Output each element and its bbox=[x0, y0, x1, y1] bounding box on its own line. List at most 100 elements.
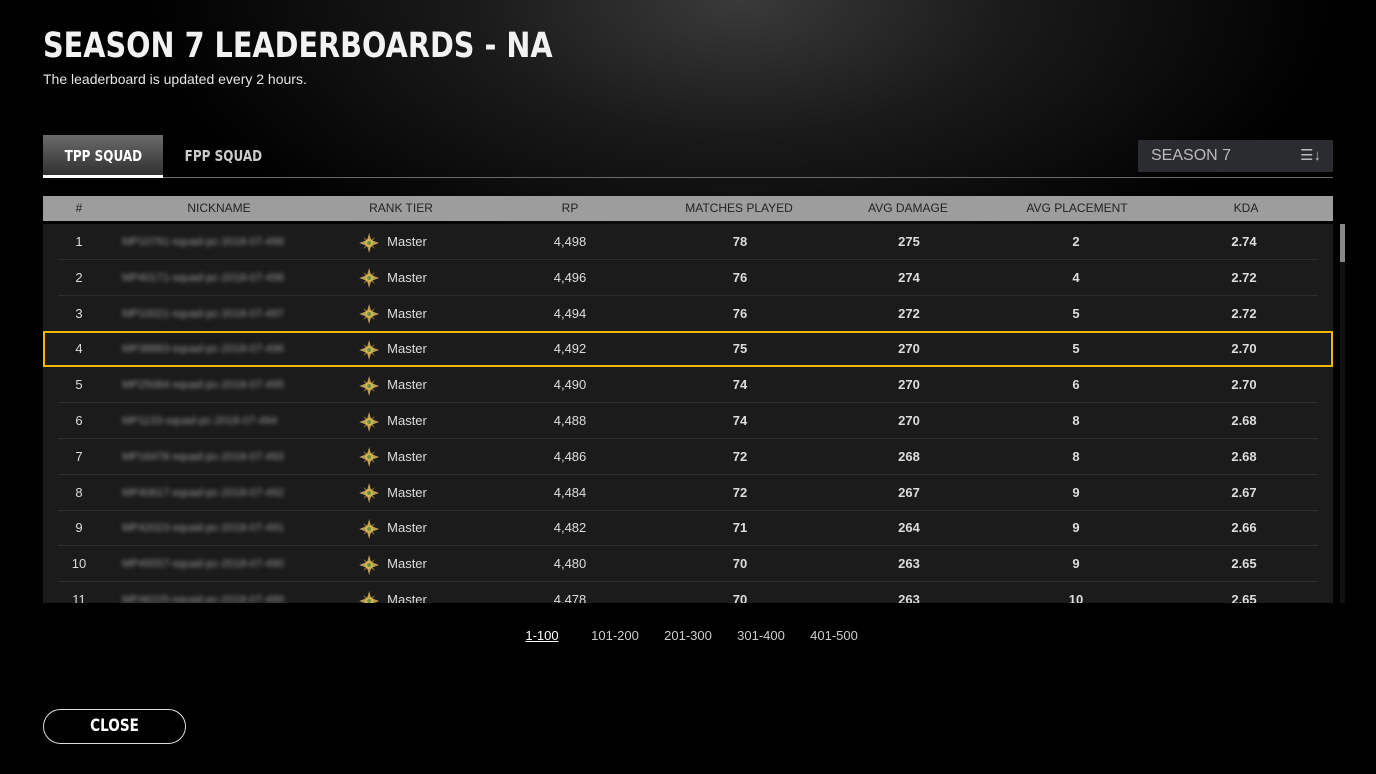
master-medal-icon bbox=[359, 339, 387, 360]
tier-label: Master bbox=[387, 377, 427, 393]
rank-tier-cell: Master bbox=[359, 546, 427, 582]
table-row[interactable]: 3 MP10021-squad-pc-2018-07-497 Master 4,494… bbox=[43, 296, 1333, 332]
table-row[interactable]: 2 MP40171-squad-pc-2018-07-498 Master 4,496… bbox=[43, 260, 1333, 296]
rp-cell: 4,494 bbox=[553, 305, 587, 321]
table-row[interactable]: 9 MP42023-squad-pc-2018-07-491 Master 4,482… bbox=[43, 510, 1333, 547]
tier-label: Master bbox=[387, 448, 427, 464]
avg-placement-cell: 5 bbox=[1072, 341, 1080, 357]
table-row[interactable]: 4 MP38883-squad-pc-2018-07-496 Master 4,492… bbox=[43, 331, 1333, 368]
table-row[interactable]: 1 MP10791-squad-pc-2018-07-499 Master 4,498… bbox=[43, 224, 1333, 260]
master-medal-icon bbox=[359, 411, 387, 432]
sort-list-icon: ☰↓ bbox=[1300, 147, 1321, 164]
nickname-cell: MP40171-squad-pc-2018-07-498 bbox=[122, 271, 285, 284]
rp-cell: 4,484 bbox=[553, 484, 587, 500]
avg-placement-cell: 6 bbox=[1072, 377, 1080, 393]
table-row[interactable]: 11 MP46225-squad-pc-2018-07-489 Master 4,47… bbox=[43, 582, 1333, 603]
table-row[interactable]: 6 MP1133-squad-pc-2018-07-494 Master 4,488 7… bbox=[43, 403, 1333, 439]
tab-tpp-squad[interactable]: TPP SQUAD bbox=[43, 135, 163, 178]
avg-placement-cell: 5 bbox=[1072, 305, 1080, 321]
avg-placement-cell: 10 bbox=[1068, 592, 1084, 603]
kda-cell: 2.66 bbox=[1231, 520, 1257, 536]
rank-cell: 6 bbox=[75, 413, 83, 428]
kda-cell: 2.72 bbox=[1231, 269, 1257, 285]
rank-cell: 9 bbox=[75, 520, 83, 536]
kda-cell: 2.70 bbox=[1231, 341, 1257, 357]
tier-label: Master bbox=[387, 305, 427, 321]
nickname-cell: MP25084-squad-pc-2018-07-495 bbox=[122, 379, 285, 392]
nickname-cell: MP16478-squad-pc-2018-07-493 bbox=[122, 450, 285, 463]
scrollbar-track[interactable] bbox=[1340, 224, 1345, 603]
kda-cell: 2.72 bbox=[1231, 305, 1257, 321]
page-201-300[interactable]: 201-300 bbox=[664, 628, 712, 643]
avg-damage-cell: 268 bbox=[898, 448, 920, 464]
page-301-400[interactable]: 301-400 bbox=[737, 628, 785, 643]
tier-label: Master bbox=[387, 341, 427, 357]
kda-cell: 2.70 bbox=[1231, 377, 1257, 393]
nickname-cell: MP40617-squad-pc-2018-07-492 bbox=[122, 486, 285, 499]
close-button[interactable]: CLOSE bbox=[43, 709, 186, 744]
rp-cell: 4,480 bbox=[553, 556, 587, 572]
rank-cell: 8 bbox=[75, 484, 83, 500]
rank-tier-cell: Master bbox=[359, 439, 427, 475]
master-medal-icon bbox=[359, 518, 387, 539]
avg-placement-cell: 2 bbox=[1072, 234, 1080, 249]
table-row[interactable]: 8 MP40617-squad-pc-2018-07-492 Master 4,484… bbox=[43, 475, 1333, 511]
rp-cell: 4,498 bbox=[553, 234, 587, 249]
table-row[interactable]: 5 MP25084-squad-pc-2018-07-495 Master 4,490… bbox=[43, 367, 1333, 404]
kda-cell: 2.65 bbox=[1231, 592, 1257, 603]
rank-cell: 7 bbox=[75, 448, 83, 464]
nickname-cell: MP38883-squad-pc-2018-07-496 bbox=[122, 343, 285, 356]
avg-damage-cell: 267 bbox=[898, 484, 920, 500]
season-dropdown[interactable]: SEASON 7 ☰↓ bbox=[1138, 140, 1333, 172]
master-medal-icon bbox=[359, 375, 387, 396]
col-matches-played: MATCHES PLAYED bbox=[685, 201, 793, 215]
rank-cell: 2 bbox=[75, 269, 83, 285]
page-1-100[interactable]: 1-100 bbox=[525, 628, 559, 643]
avg-damage-cell: 270 bbox=[898, 377, 920, 393]
matches-cell: 70 bbox=[732, 592, 748, 603]
page-401-500[interactable]: 401-500 bbox=[810, 628, 858, 643]
table-row[interactable]: 7 MP16478-squad-pc-2018-07-493 Master 4,486… bbox=[43, 439, 1333, 475]
tier-label: Master bbox=[387, 234, 427, 249]
rp-cell: 4,482 bbox=[553, 520, 587, 536]
col-kda: KDA bbox=[1233, 201, 1259, 215]
rank-cell: 11 bbox=[72, 592, 86, 603]
avg-damage-cell: 270 bbox=[898, 413, 920, 428]
avg-placement-cell: 9 bbox=[1072, 520, 1080, 536]
matches-cell: 78 bbox=[732, 234, 748, 249]
nickname-cell: MP46225-squad-pc-2018-07-489 bbox=[122, 594, 285, 603]
master-medal-icon bbox=[359, 590, 387, 603]
avg-placement-cell: 8 bbox=[1072, 413, 1080, 428]
rank-cell: 1 bbox=[75, 234, 83, 249]
matches-cell: 76 bbox=[732, 269, 748, 285]
scrollbar-thumb[interactable] bbox=[1340, 224, 1345, 262]
avg-damage-cell: 275 bbox=[898, 234, 920, 249]
tier-label: Master bbox=[387, 413, 427, 428]
rank-tier-cell: Master bbox=[359, 296, 427, 332]
season-value: SEASON 7 bbox=[1151, 147, 1232, 164]
matches-cell: 70 bbox=[732, 556, 748, 572]
rp-cell: 4,492 bbox=[553, 341, 587, 357]
col-nickname: NICKNAME bbox=[187, 201, 251, 215]
page-title: SEASON 7 LEADERBOARDS - NA bbox=[43, 26, 553, 66]
rank-tier-cell: Master bbox=[359, 260, 427, 296]
mode-tabs: TPP SQUAD FPP SQUAD bbox=[43, 135, 1333, 178]
nickname-cell: MP1133-squad-pc-2018-07-494 bbox=[122, 415, 278, 427]
rank-cell: 3 bbox=[75, 305, 83, 321]
matches-cell: 72 bbox=[732, 484, 748, 500]
nickname-cell: MP42023-squad-pc-2018-07-491 bbox=[122, 522, 285, 535]
avg-damage-cell: 272 bbox=[898, 305, 920, 321]
rp-cell: 4,478 bbox=[553, 592, 587, 603]
rank-tier-cell: Master bbox=[359, 331, 427, 367]
table-row[interactable]: 10 MP45557-squad-pc-2018-07-490 Master 4,48… bbox=[43, 546, 1333, 583]
nickname-cell: MP45557-squad-pc-2018-07-490 bbox=[122, 558, 285, 571]
avg-damage-cell: 270 bbox=[898, 341, 920, 357]
matches-cell: 75 bbox=[732, 341, 748, 357]
rank-tier-cell: Master bbox=[359, 403, 427, 439]
kda-cell: 2.74 bbox=[1231, 234, 1257, 249]
tab-fpp-squad[interactable]: FPP SQUAD bbox=[184, 147, 262, 165]
col-avg-placement: AVG PLACEMENT bbox=[1026, 201, 1128, 215]
page-101-200[interactable]: 101-200 bbox=[591, 628, 639, 643]
nickname-cell: MP10021-squad-pc-2018-07-497 bbox=[122, 307, 285, 320]
kda-cell: 2.68 bbox=[1231, 448, 1257, 464]
